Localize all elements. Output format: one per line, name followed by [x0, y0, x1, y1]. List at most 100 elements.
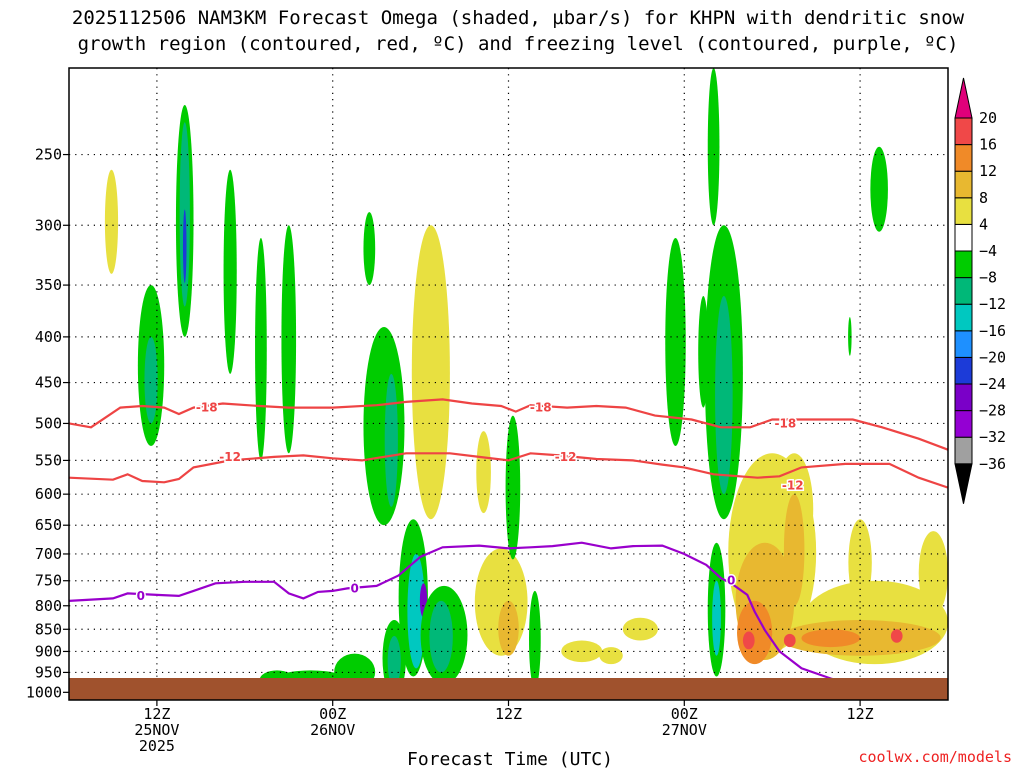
colorbar-swatch — [954, 197, 973, 225]
contours: -18 -18 -18 -12 -12 -12 0 0 0 — [69, 398, 948, 690]
omega-region — [429, 600, 453, 673]
omega-region — [387, 636, 401, 687]
contour-label: -18 — [196, 401, 218, 415]
contour-label: -12 — [782, 479, 804, 493]
omega-region — [182, 209, 187, 283]
colorbar-swatch — [954, 223, 973, 252]
y-tick-label: 950 — [35, 663, 62, 681]
omega-region — [476, 431, 491, 514]
omega-region — [801, 629, 861, 648]
y-tick-label: 400 — [35, 328, 62, 346]
colorbar-swatch — [954, 303, 973, 332]
contour-label: -18 — [775, 416, 797, 430]
contour-label: 0 — [137, 589, 145, 603]
colorbar-swatch — [954, 277, 973, 305]
contour-label: 0 — [727, 574, 735, 588]
omega-region — [737, 600, 773, 665]
omega-region — [707, 68, 720, 226]
omega-shading — [104, 68, 948, 697]
y-axis-pressure: 250 300 350 400 450 500 550 600 650 700 750 800 850 9… — [26, 146, 69, 701]
colorbar-swatch — [954, 330, 973, 358]
y-tick-label: 700 — [35, 545, 62, 563]
contour-label: -12 — [555, 450, 577, 464]
y-tick-label: 250 — [35, 146, 62, 164]
omega-region — [223, 169, 237, 374]
colorbar-tick-label: −20 — [979, 348, 1006, 366]
chart-title-line1: 2025112506 NAM3KM Forecast Omega (shaded… — [72, 7, 965, 29]
omega-region — [783, 633, 796, 648]
omega-region — [498, 600, 519, 656]
omega-region — [918, 531, 948, 616]
omega-region — [255, 238, 267, 461]
colorbar-tick-label: −8 — [979, 269, 997, 287]
omega-region — [104, 169, 119, 274]
colorbar-tick-label: 16 — [979, 136, 997, 154]
colorbar-tick-label: −16 — [979, 322, 1006, 340]
colorbar-tick-label: −4 — [979, 242, 997, 260]
omega-region — [742, 631, 755, 650]
y-tick-label: 1000 — [26, 683, 62, 701]
y-tick-label: 300 — [35, 216, 62, 234]
colorbar-min-arrow — [954, 463, 973, 504]
x-tick-label: 00Z — [671, 705, 698, 723]
x-axis-title: Forecast Time (UTC) — [407, 749, 613, 768]
omega-region — [407, 553, 425, 669]
contour-line--12 — [69, 452, 948, 489]
y-tick-label: 650 — [35, 516, 62, 534]
x-tick-label: 12Z — [495, 705, 522, 723]
omega-region — [363, 212, 376, 286]
omega-region — [783, 494, 805, 606]
contour-line--18 — [69, 398, 948, 451]
x-tick-label: 25NOV — [134, 721, 179, 739]
colorbar-tick-label: −12 — [979, 295, 1006, 313]
y-tick-label: 850 — [35, 620, 62, 638]
omega-region — [890, 629, 903, 643]
colorbar-tick-label: −24 — [979, 375, 1006, 393]
colorbar-tick-label: 4 — [979, 215, 988, 233]
colorbar-swatch — [954, 410, 973, 438]
omega-region — [281, 225, 297, 454]
y-tick-label: 600 — [35, 485, 62, 503]
chart-title-line2: growth region (contoured, red, ºC) and f… — [78, 33, 959, 55]
omega-region — [870, 146, 888, 232]
ground-shading — [69, 678, 948, 700]
colorbar-swatch — [954, 383, 973, 412]
x-tick-label: 27NOV — [662, 721, 707, 739]
omega-region — [715, 296, 733, 495]
colorbar-swatch — [954, 436, 973, 465]
contour-label: -12 — [219, 450, 241, 464]
omega-region — [144, 336, 158, 424]
colorbar-swatch — [954, 144, 973, 172]
contour-label: 0 — [350, 581, 358, 595]
omega-region — [411, 225, 450, 520]
colorbar-swatch — [954, 117, 973, 146]
y-tick-label: 450 — [35, 374, 62, 392]
y-tick-label: 900 — [35, 642, 62, 660]
omega-region — [363, 327, 405, 526]
colorbar-tick-label: 8 — [979, 189, 988, 207]
x-tick-label: 12Z — [847, 705, 874, 723]
credit-text: coolwx.com/models — [858, 748, 1012, 766]
colorbar-tick-label: −28 — [979, 402, 1006, 420]
y-tick-label: 500 — [35, 414, 62, 432]
omega-region — [529, 590, 541, 689]
omega-region — [848, 519, 872, 606]
contour-label: -18 — [530, 401, 552, 415]
colorbar-swatch — [954, 356, 973, 385]
x-tick-label: 12Z — [143, 705, 170, 723]
y-tick-label: 350 — [35, 276, 62, 294]
omega-region — [712, 580, 721, 656]
colorbar-max-arrow — [954, 77, 973, 119]
omega-region — [599, 647, 623, 665]
omega-region — [665, 238, 686, 447]
plot-area: -18 -18 -18 -12 -12 -12 0 0 0 — [68, 67, 949, 701]
omega-region — [384, 373, 398, 507]
omega-region — [505, 415, 521, 560]
colorbar-swatch — [954, 170, 973, 199]
omega-region — [848, 316, 852, 356]
colorbar-tick-label: 12 — [979, 162, 997, 180]
y-tick-label: 800 — [35, 597, 62, 615]
colorbar-tick-label: −36 — [979, 455, 1006, 473]
